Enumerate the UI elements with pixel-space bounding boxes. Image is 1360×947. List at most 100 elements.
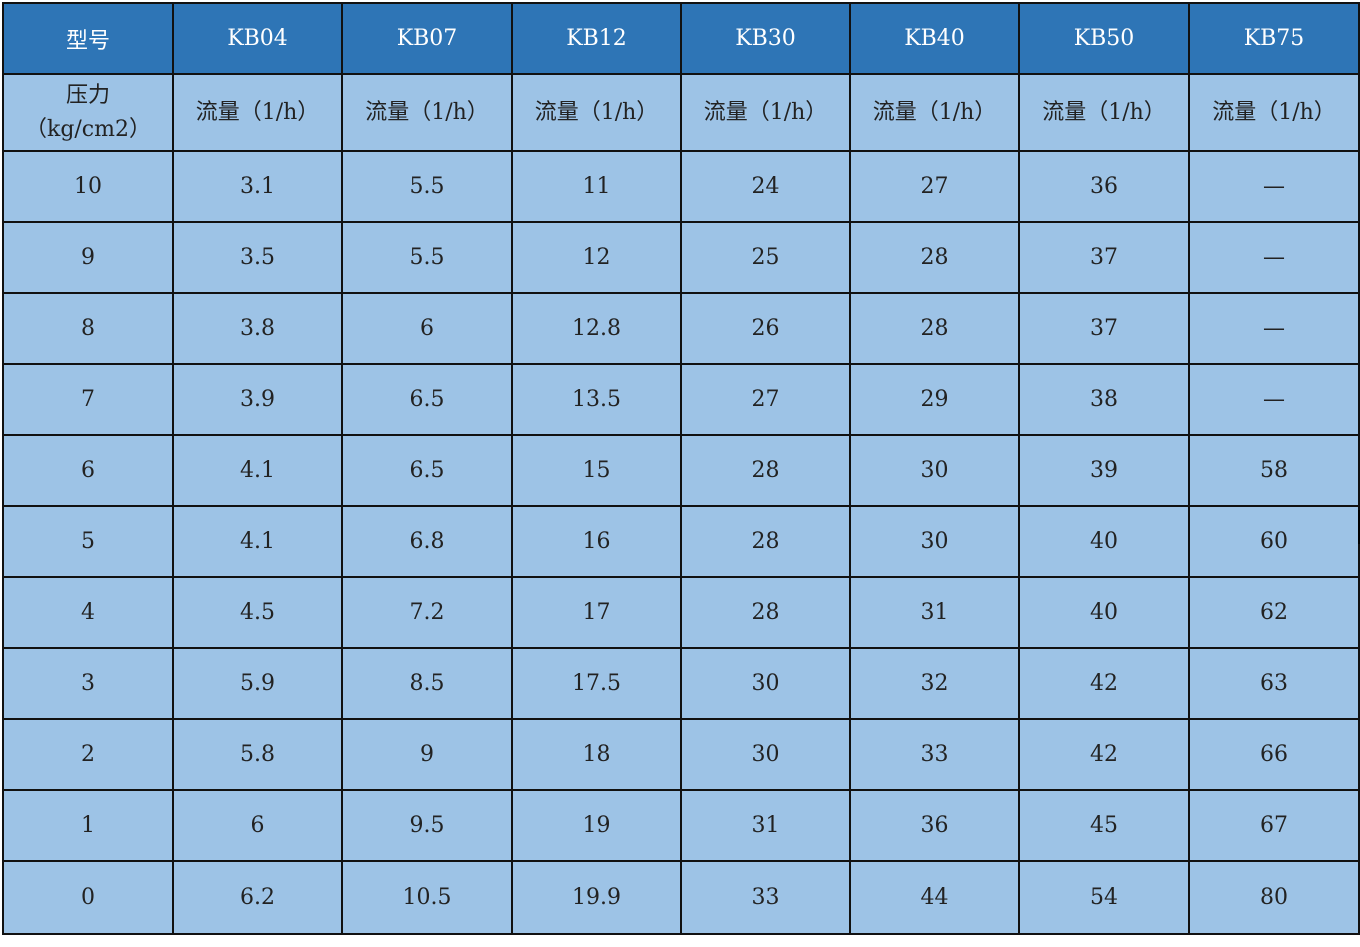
flow-cell: 42 <box>1018 647 1190 720</box>
flow-cell: 37 <box>1018 221 1190 294</box>
flow-cell: 28 <box>849 221 1020 294</box>
flow-cell: 9.5 <box>341 789 513 862</box>
flow-cell: 30 <box>849 505 1020 578</box>
flow-cell: 36 <box>849 789 1020 862</box>
flow-cell: 54 <box>1018 860 1190 935</box>
flow-cell: 5.9 <box>172 647 343 720</box>
flow-cell: 63 <box>1188 647 1360 720</box>
flow-cell: 24 <box>680 150 851 223</box>
table-row: 0 6.2 10.5 19.9 33 44 54 80 <box>2 860 1360 935</box>
flow-unit-header-cell: 流量（1/h） <box>172 73 343 152</box>
flow-cell: 3.9 <box>172 363 343 436</box>
flow-cell: 19 <box>511 789 682 862</box>
pressure-cell: 3 <box>2 647 174 720</box>
pressure-cell: 4 <box>2 576 174 649</box>
table-row: 6 4.1 6.5 15 28 30 39 58 <box>2 434 1360 507</box>
flow-cell: 30 <box>680 647 851 720</box>
model-column-header: KB07 <box>341 2 513 75</box>
flow-cell: 28 <box>849 292 1020 365</box>
flow-cell: 30 <box>849 434 1020 507</box>
flow-cell: 28 <box>680 505 851 578</box>
table-row: 2 5.8 9 18 30 33 42 66 <box>2 718 1360 791</box>
flow-unit-header-cell: 流量（1/h） <box>511 73 682 152</box>
flow-cell: 67 <box>1188 789 1360 862</box>
flow-cell: 3.5 <box>172 221 343 294</box>
flow-cell: 5.5 <box>341 221 513 294</box>
flow-cell: 31 <box>680 789 851 862</box>
flow-cell: 6 <box>341 292 513 365</box>
flow-cell: 28 <box>680 434 851 507</box>
flow-cell: 6 <box>172 789 343 862</box>
flow-cell: 33 <box>680 860 851 935</box>
flow-cell: 42 <box>1018 718 1190 791</box>
flow-cell: 29 <box>849 363 1020 436</box>
flow-cell: 5.5 <box>341 150 513 223</box>
table-row: 3 5.9 8.5 17.5 30 32 42 63 <box>2 647 1360 720</box>
flow-cell: 4.5 <box>172 576 343 649</box>
flow-cell: 16 <box>511 505 682 578</box>
pressure-cell: 6 <box>2 434 174 507</box>
table-row: 1 6 9.5 19 31 36 45 67 <box>2 789 1360 862</box>
flow-cell: 37 <box>1018 292 1190 365</box>
flow-cell: 27 <box>849 150 1020 223</box>
flow-cell: 19.9 <box>511 860 682 935</box>
flow-cell: 15 <box>511 434 682 507</box>
model-column-header: KB50 <box>1018 2 1190 75</box>
flow-cell: — <box>1188 363 1360 436</box>
flow-cell: 60 <box>1188 505 1360 578</box>
flow-cell: 11 <box>511 150 682 223</box>
flow-cell: 10.5 <box>341 860 513 935</box>
pressure-cell: 5 <box>2 505 174 578</box>
model-column-header: KB04 <box>172 2 343 75</box>
flow-cell: 26 <box>680 292 851 365</box>
flow-cell: — <box>1188 150 1360 223</box>
flow-cell: 80 <box>1188 860 1360 935</box>
flow-cell: 27 <box>680 363 851 436</box>
pressure-cell: 0 <box>2 860 174 935</box>
model-column-header: KB30 <box>680 2 851 75</box>
model-column-header: KB75 <box>1188 2 1360 75</box>
flow-cell: 6.8 <box>341 505 513 578</box>
flow-cell: 3.1 <box>172 150 343 223</box>
flow-cell: 17 <box>511 576 682 649</box>
flow-cell: 4.1 <box>172 505 343 578</box>
flow-cell: 28 <box>680 576 851 649</box>
flow-cell: 6.5 <box>341 434 513 507</box>
flow-cell: 40 <box>1018 576 1190 649</box>
flow-cell: 45 <box>1018 789 1190 862</box>
flow-cell: 44 <box>849 860 1020 935</box>
pressure-cell: 1 <box>2 789 174 862</box>
flow-cell: 9 <box>341 718 513 791</box>
flow-cell: — <box>1188 292 1360 365</box>
flow-cell: 62 <box>1188 576 1360 649</box>
flow-cell: 4.1 <box>172 434 343 507</box>
table-row: 7 3.9 6.5 13.5 27 29 38— <box>2 363 1360 436</box>
flow-cell: 38 <box>1018 363 1190 436</box>
flow-cell: 7.2 <box>341 576 513 649</box>
flow-cell: 3.8 <box>172 292 343 365</box>
pressure-cell: 8 <box>2 292 174 365</box>
flow-cell: 66 <box>1188 718 1360 791</box>
flow-unit-header-cell: 流量（1/h） <box>341 73 513 152</box>
pressure-unit: （kg/cm2） <box>24 116 151 142</box>
flow-unit-header-cell: 流量（1/h） <box>1018 73 1190 152</box>
flow-cell: 32 <box>849 647 1020 720</box>
table-row: 8 3.8 6 12.8 26 28 37— <box>2 292 1360 365</box>
text-cursor-mark <box>1358 510 1360 544</box>
flow-cell: 6.5 <box>341 363 513 436</box>
pressure-cell: 2 <box>2 718 174 791</box>
flow-cell: 6.2 <box>172 860 343 935</box>
flow-cell: 12.8 <box>511 292 682 365</box>
flow-cell: 40 <box>1018 505 1190 578</box>
pressure-cell: 9 <box>2 221 174 294</box>
pressure-cell: 10 <box>2 150 174 223</box>
header-row: 型号 KB04 KB07 KB12 KB30 KB40 KB50 KB75 <box>2 2 1360 75</box>
flow-cell: 25 <box>680 221 851 294</box>
flow-cell: 39 <box>1018 434 1190 507</box>
flow-cell: 18 <box>511 718 682 791</box>
flow-cell: 5.8 <box>172 718 343 791</box>
table-row: 5 4.1 6.8 16 28 30 40 60 <box>2 505 1360 578</box>
flow-cell: 36 <box>1018 150 1190 223</box>
